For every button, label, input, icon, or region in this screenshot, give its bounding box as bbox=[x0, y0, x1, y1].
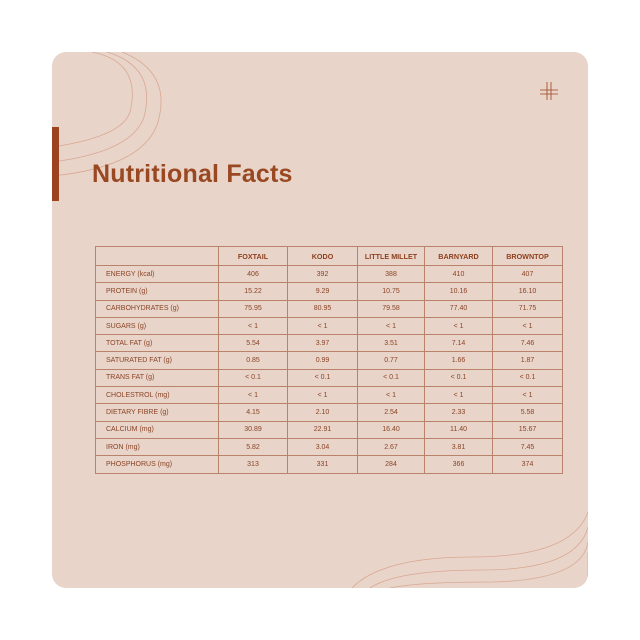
cell: 331 bbox=[287, 455, 358, 474]
table-row: CALCIUM (mg) 30.89 22.91 16.40 11.40 15.67 bbox=[95, 420, 563, 439]
cell: 16.40 bbox=[357, 420, 425, 439]
cell: < 1 bbox=[424, 316, 493, 336]
table-row: TOTAL FAT (g) 5.54 3.97 3.51 7.14 7.46 bbox=[95, 334, 563, 353]
header-row: FOXTAIL KODO LITTLE MILLET BARNYARD BROWNTOP bbox=[95, 246, 563, 266]
row-label: SUGARS (g) bbox=[95, 316, 219, 336]
cell: 7.45 bbox=[492, 437, 563, 457]
cell: 407 bbox=[492, 264, 563, 284]
row-label: PHOSPHORUS (mg) bbox=[95, 455, 219, 474]
cell: < 1 bbox=[492, 386, 563, 405]
cell: 0.99 bbox=[287, 351, 358, 370]
row-label: PROTEIN (g) bbox=[95, 282, 219, 301]
title: Nutritional Facts bbox=[92, 160, 293, 188]
cell: 406 bbox=[218, 264, 288, 284]
column-header: LITTLE MILLET bbox=[357, 246, 425, 266]
row-label: ENERGY (kcal) bbox=[95, 264, 219, 284]
cell: 5.82 bbox=[218, 437, 288, 457]
cell: < 1 bbox=[492, 316, 563, 336]
table-row: SATURATED FAT (g) 0.85 0.99 0.77 1.66 1.87 bbox=[95, 351, 563, 370]
cell: 0.77 bbox=[357, 351, 425, 370]
cell: 22.91 bbox=[287, 420, 358, 439]
row-label: TOTAL FAT (g) bbox=[95, 334, 219, 353]
row-label: CARBOHYDRATES (g) bbox=[95, 299, 219, 318]
table-row: PROTEIN (g) 15.22 9.29 10.75 10.16 16.10 bbox=[95, 282, 563, 301]
row-label: TRANS FAT (g) bbox=[95, 368, 219, 388]
column-header: BARNYARD bbox=[424, 246, 493, 266]
table-row: DIETARY FIBRE (g) 4.15 2.10 2.54 2.33 5.58 bbox=[95, 403, 563, 422]
cell: 392 bbox=[287, 264, 358, 284]
cell: 1.87 bbox=[492, 351, 563, 370]
cell: 410 bbox=[424, 264, 493, 284]
table-row: SUGARS (g) < 1 < 1 < 1 < 1 < 1 bbox=[95, 316, 563, 336]
cell: 3.81 bbox=[424, 437, 493, 457]
row-label: CALCIUM (mg) bbox=[95, 420, 219, 439]
column-header: BROWNTOP bbox=[492, 246, 563, 266]
decoration bbox=[52, 52, 588, 588]
cell: 313 bbox=[218, 455, 288, 474]
table-row: IRON (mg) 5.82 3.04 2.67 3.81 7.45 bbox=[95, 437, 563, 457]
table-row: ENERGY (kcal) 406 392 388 410 407 bbox=[95, 264, 563, 284]
column-header: FOXTAIL bbox=[218, 246, 288, 266]
row-label: IRON (mg) bbox=[95, 437, 219, 457]
cell: 1.66 bbox=[424, 351, 493, 370]
cell: 374 bbox=[492, 455, 563, 474]
cell: 5.54 bbox=[218, 334, 288, 353]
cell: 2.33 bbox=[424, 403, 493, 422]
cell: < 0.1 bbox=[357, 368, 425, 388]
cell: 9.29 bbox=[287, 282, 358, 301]
cell: 284 bbox=[357, 455, 425, 474]
cell: < 0.1 bbox=[492, 368, 563, 388]
cell: 7.14 bbox=[424, 334, 493, 353]
table-row: TRANS FAT (g) < 0.1 < 0.1 < 0.1 < 0.1 < 0.1 bbox=[95, 368, 563, 388]
cell: 4.15 bbox=[218, 403, 288, 422]
cell: 2.54 bbox=[357, 403, 425, 422]
cell: < 1 bbox=[357, 386, 425, 405]
cell: 15.22 bbox=[218, 282, 288, 301]
cell: 77.40 bbox=[424, 299, 493, 318]
cell: < 1 bbox=[218, 316, 288, 336]
cell: < 1 bbox=[287, 316, 358, 336]
cell: 10.75 bbox=[357, 282, 425, 301]
cell: 3.51 bbox=[357, 334, 425, 353]
column-header: KODO bbox=[287, 246, 358, 266]
cell: 10.16 bbox=[424, 282, 493, 301]
column-header bbox=[95, 246, 219, 266]
nutrition-table: FOXTAIL KODO LITTLE MILLET BARNYARD BROWNTOP… bbox=[95, 246, 563, 474]
cell: 2.10 bbox=[287, 403, 358, 422]
cell: 3.97 bbox=[287, 334, 358, 353]
cell: 11.40 bbox=[424, 420, 493, 439]
cell: 0.85 bbox=[218, 351, 288, 370]
row-label: DIETARY FIBRE (g) bbox=[95, 403, 219, 422]
cell: 3.04 bbox=[287, 437, 358, 457]
cell: 16.10 bbox=[492, 282, 563, 301]
cell: 71.75 bbox=[492, 299, 563, 318]
table-row: PHOSPHORUS (mg) 313 331 284 366 374 bbox=[95, 455, 563, 474]
cell: 2.67 bbox=[357, 437, 425, 457]
cell: 388 bbox=[357, 264, 425, 284]
cell: < 0.1 bbox=[287, 368, 358, 388]
cell: 75.95 bbox=[218, 299, 288, 318]
cell: 80.95 bbox=[287, 299, 358, 318]
cell: 5.58 bbox=[492, 403, 563, 422]
cell: 7.46 bbox=[492, 334, 563, 353]
cell: 79.58 bbox=[357, 299, 425, 318]
cell: < 1 bbox=[357, 316, 425, 336]
cell: < 0.1 bbox=[218, 368, 288, 388]
cell: < 1 bbox=[287, 386, 358, 405]
row-label: SATURATED FAT (g) bbox=[95, 351, 219, 370]
cell: < 1 bbox=[218, 386, 288, 405]
accent-bar bbox=[52, 127, 59, 201]
cell: 30.89 bbox=[218, 420, 288, 439]
row-label: CHOLESTROL (mg) bbox=[95, 386, 219, 405]
cell: < 1 bbox=[424, 386, 493, 405]
card: Nutritional Facts FOXTAIL KODO LITTLE MILL… bbox=[52, 52, 588, 588]
table-row: CARBOHYDRATES (g) 75.95 80.95 79.58 77.40 71.… bbox=[95, 299, 563, 318]
cell: 366 bbox=[424, 455, 493, 474]
cell: < 0.1 bbox=[424, 368, 493, 388]
cell: 15.67 bbox=[492, 420, 563, 439]
table-row: CHOLESTROL (mg) < 1 < 1 < 1 < 1 < 1 bbox=[95, 386, 563, 405]
